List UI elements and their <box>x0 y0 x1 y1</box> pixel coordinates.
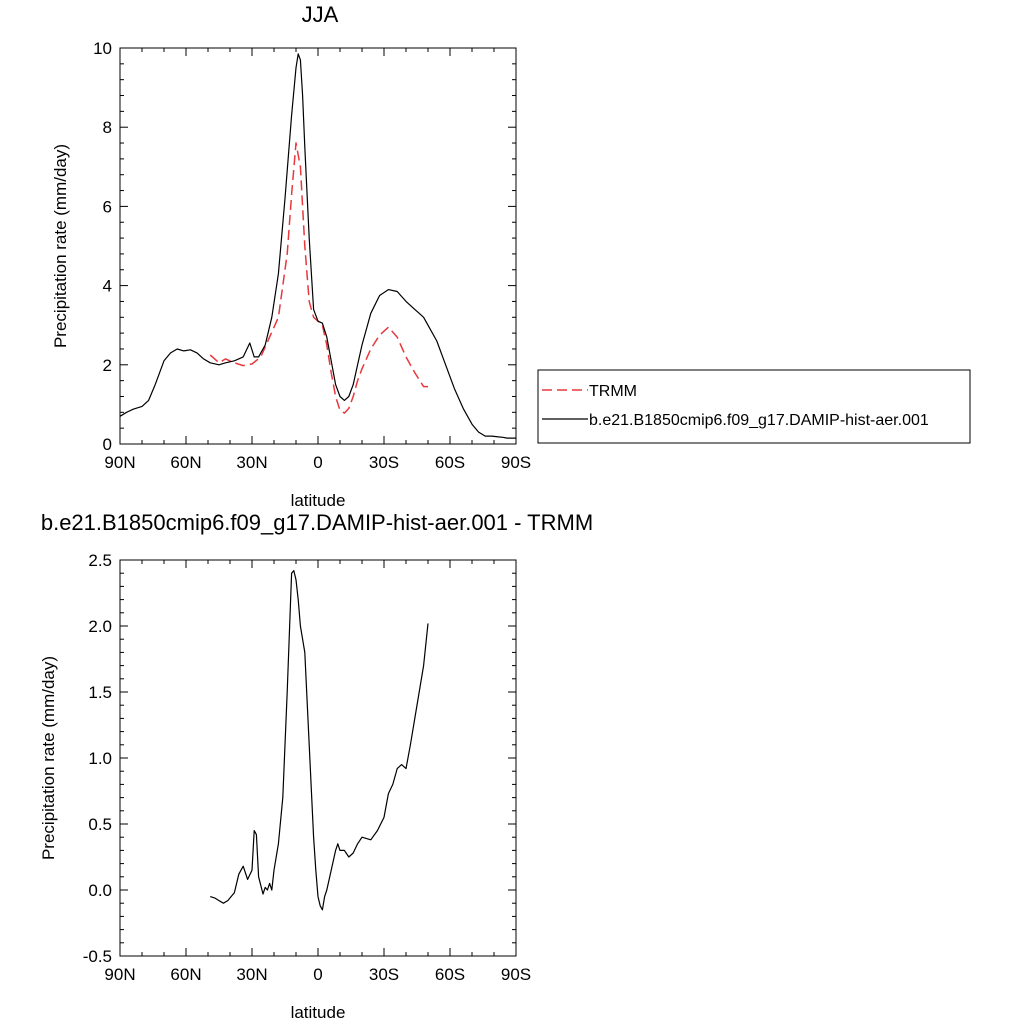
top-axis-ticks: 90N 60N 30N 0 30S 60S 90S 0 2 4 6 8 10 <box>93 39 531 472</box>
top-x-axis-label: latitude <box>291 491 346 510</box>
legend-label-trmm: TRMM <box>589 383 637 400</box>
top-panel-title: JJA <box>302 2 339 27</box>
bottom-x-tick-label: 60S <box>435 965 465 984</box>
legend-box <box>537 369 971 444</box>
bottom-y-tick-label: 2.5 <box>88 551 112 570</box>
legend-label-model: b.e21.B1850cmip6.f09_g17.DAMIP-hist-aer.… <box>589 412 929 429</box>
bottom-y-tick-label: 1.5 <box>88 683 112 702</box>
bottom-panel-title: b.e21.B1850cmip6.f09_g17.DAMIP-hist-aer.… <box>41 510 593 535</box>
bottom-y-tick-label: 0.5 <box>88 815 112 834</box>
top-x-tick-label: 30S <box>369 453 399 472</box>
bottom-axis-ticks: 90N 60N 30N 0 30S 60S 90S -0.5 0.0 0.5 1.0 1.5 2.0 2.… <box>83 551 531 984</box>
top-x-tick-label: 30N <box>236 453 267 472</box>
bottom-series-line-model <box>210 570 429 911</box>
top-y-axis-label: Precipitation rate (mm/day) <box>51 144 70 348</box>
bottom-y-tick-label: 0.0 <box>88 881 112 900</box>
top-y-tick-label: 4 <box>103 277 112 296</box>
bottom-y-axis-label: Precipitation rate (mm/day) <box>39 656 58 860</box>
top-y-tick-label: 2 <box>103 356 112 375</box>
top-x-tick-label: 60S <box>435 453 465 472</box>
bottom-y-tick-label: 2.0 <box>88 617 112 636</box>
top-y-tick-label: 8 <box>103 118 112 137</box>
bottom-series-group <box>210 570 429 911</box>
bottom-x-axis-label: latitude <box>291 1003 346 1022</box>
top-y-tick-label: 10 <box>93 39 112 58</box>
bottom-x-tick-label: 60N <box>170 965 201 984</box>
bottom-x-tick-label: 30S <box>369 965 399 984</box>
bottom-y-tick-label: 1.0 <box>88 749 112 768</box>
bottom-x-tick-label: 0 <box>313 965 322 984</box>
bottom-x-tick-label: 30N <box>236 965 267 984</box>
top-y-tick-label: 0 <box>103 435 112 454</box>
top-series-line-trmm <box>209 142 428 414</box>
top-y-tick-label: 6 <box>103 197 112 216</box>
top-plot-frame <box>119 47 517 445</box>
bottom-x-tick-label: 90S <box>501 965 531 984</box>
bottom-x-tick-label: 90N <box>104 965 135 984</box>
legend: TRMM b.e21.B1850cmip6.f09_g17.DAMIP-hist… <box>537 369 971 444</box>
bottom-y-tick-label: -0.5 <box>83 947 112 966</box>
top-x-tick-label: 0 <box>313 453 322 472</box>
top-series-line-model <box>119 53 516 439</box>
bottom-panel: b.e21.B1850cmip6.f09_g17.DAMIP-hist-aer.… <box>39 510 593 1022</box>
top-x-tick-label: 90N <box>104 453 135 472</box>
top-x-tick-label: 90S <box>501 453 531 472</box>
top-series-group <box>119 53 516 439</box>
top-x-tick-label: 60N <box>170 453 201 472</box>
